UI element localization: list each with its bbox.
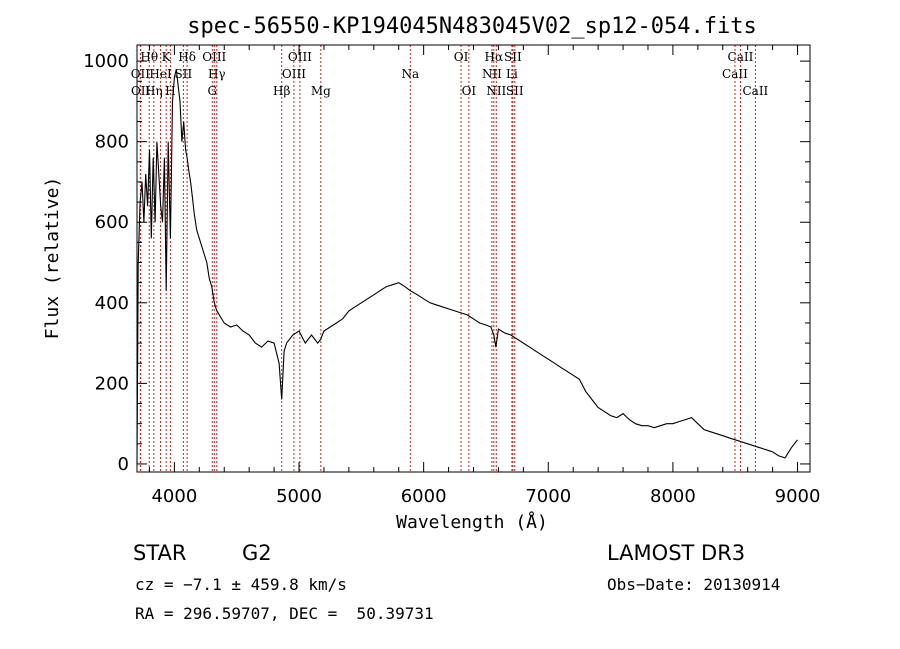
x-tick-label: 8000 [650, 486, 696, 507]
line-label-oiii: OIII [288, 50, 312, 64]
line-label-li: Li [506, 67, 518, 81]
line-label-g: G [207, 84, 217, 98]
line-label-nii: NII [486, 84, 506, 98]
plot-frame [136, 44, 811, 473]
line-label-caii: CaII [728, 50, 754, 64]
y-tick-label: 200 [95, 373, 129, 394]
line-label-sii: SII [175, 67, 193, 81]
redshift-cz: cz = −7.1 ± 459.8 km/s [135, 575, 347, 594]
x-axis-ticks: 4000 5000 6000 7000 8000 9000 [148, 45, 821, 507]
x-tick-label: 7000 [525, 486, 571, 507]
y-tick-label: 1000 [83, 51, 129, 72]
line-label-oii: OII [131, 67, 151, 81]
line-label-oi: OI [454, 50, 469, 64]
line-label-hθ: Hθ [140, 50, 158, 64]
line-label-sii: SII [506, 84, 524, 98]
spectral-line-labels: OIIOIIHθHηHeIKHSIIHδGOIIIHγHβOIIIOIIIMgN… [131, 50, 769, 98]
x-tick-label: 5000 [276, 486, 322, 507]
line-label-oi: OI [462, 84, 477, 98]
line-label-oiii: OIII [202, 50, 226, 64]
line-label-hα: Hα [485, 50, 504, 64]
line-label-hβ: Hβ [273, 84, 290, 98]
survey-name: LAMOST DR3 [607, 541, 745, 565]
line-label-hη: Hη [145, 84, 163, 98]
obs-date: Obs−Date: 20130914 [607, 575, 780, 594]
chart-title: spec-56550-KP194045N483045V02_sp12-054.f… [187, 14, 757, 39]
x-axis-label: Wavelength (Å) [396, 511, 548, 533]
y-tick-label: 400 [95, 293, 129, 314]
line-label-oiii: OIII [282, 67, 306, 81]
line-label-hei: HeI [149, 67, 172, 81]
line-label-na: Na [401, 67, 419, 81]
line-label-nii: NII [482, 67, 502, 81]
spectrum-line [136, 69, 798, 464]
line-label-sii: SII [504, 50, 522, 64]
y-tick-label: 600 [95, 212, 129, 233]
line-label-hγ: Hγ [208, 67, 226, 81]
y-axis-label: Flux (relative) [42, 177, 63, 340]
line-label-caii: CaII [742, 84, 768, 98]
line-label-caii: CaII [722, 67, 748, 81]
line-label-oii: OII [131, 84, 151, 98]
spectral-line-markers [139, 45, 756, 472]
y-axis-ticks: 0 200 400 600 800 1000 [83, 51, 810, 475]
y-tick-label: 0 [118, 454, 129, 475]
line-label-mg: Mg [311, 84, 331, 98]
object-subclass: G2 [242, 541, 272, 565]
line-label-h: H [165, 84, 175, 98]
x-tick-label: 6000 [401, 486, 447, 507]
x-tick-label: 4000 [151, 486, 197, 507]
ra-dec-coordinates: RA = 296.59707, DEC = 50.39731 [135, 604, 434, 623]
line-label-k: K [162, 50, 172, 64]
y-tick-label: 800 [95, 132, 129, 153]
x-tick-label: 9000 [775, 486, 821, 507]
line-label-hδ: Hδ [178, 50, 196, 64]
object-class: STAR [133, 541, 186, 565]
